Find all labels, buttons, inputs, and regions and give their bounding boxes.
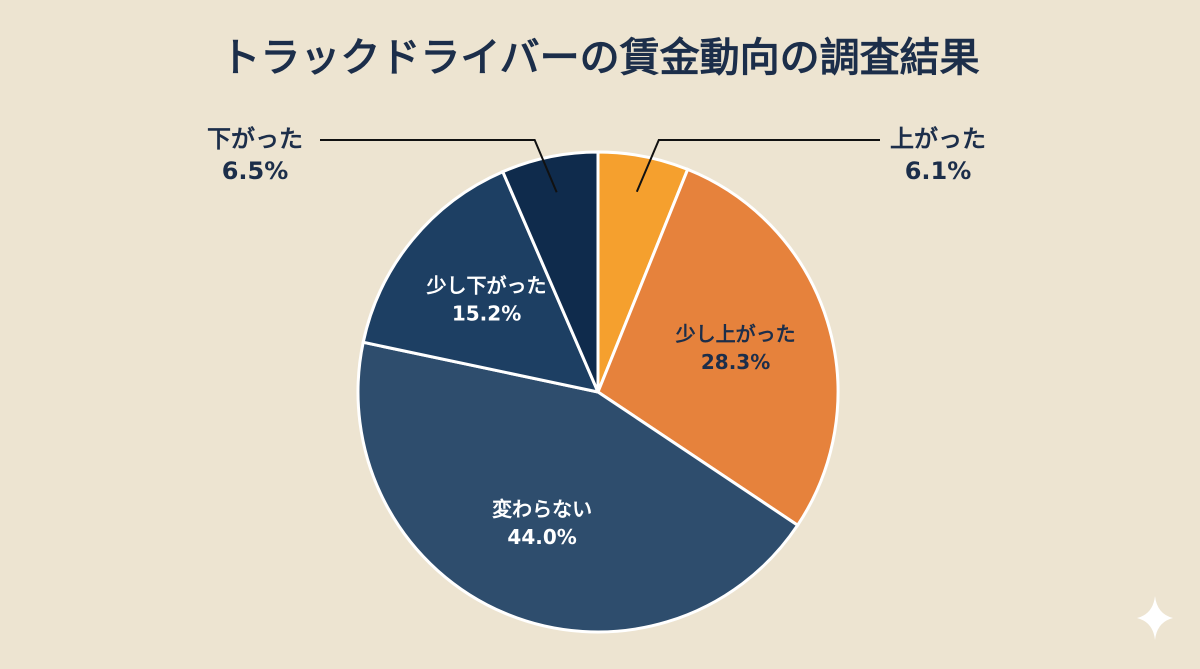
slice-label: 少し下がった bbox=[426, 273, 547, 297]
slice-label: 下がった bbox=[207, 125, 303, 153]
slice-label: 上がった bbox=[890, 125, 986, 153]
value-label: 6.5% bbox=[222, 157, 289, 185]
leader-line bbox=[320, 139, 558, 193]
pie-slice bbox=[500, 150, 600, 393]
pie-slice bbox=[356, 340, 800, 634]
chart-title: トラックドライバーの賃金動向の調査結果 bbox=[220, 35, 979, 81]
value-label: 44.0% bbox=[507, 525, 576, 549]
sparkle-icon bbox=[1137, 596, 1173, 640]
value-label: 6.1% bbox=[905, 157, 972, 185]
slice-label: 変わらない bbox=[492, 497, 592, 521]
value-label: 15.2% bbox=[452, 301, 521, 325]
slice-label: 少し上がった bbox=[675, 322, 796, 346]
leader-line bbox=[635, 139, 880, 193]
value-label: 28.3% bbox=[701, 350, 770, 374]
pie-slice bbox=[596, 167, 840, 528]
pie-slice bbox=[361, 169, 601, 395]
